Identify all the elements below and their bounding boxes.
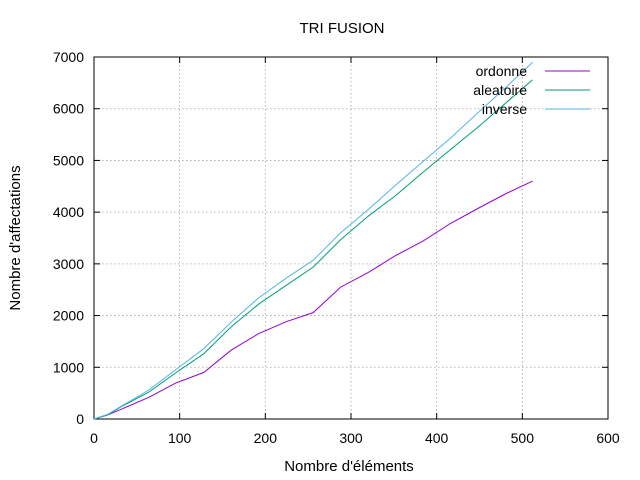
y-axis-label: Nombre d'affectations: [7, 165, 24, 310]
legend-label-ordonne: ordonne: [476, 63, 528, 79]
series-line-aleatoire: [93, 79, 533, 420]
y-tick-label: 0: [76, 411, 84, 427]
y-tick-label: 1000: [53, 359, 84, 375]
legend-label-aleatoire: aleatoire: [473, 82, 527, 98]
x-tick-label: 400: [425, 430, 449, 446]
series-line-inverse: [93, 61, 533, 420]
series-lines: [93, 61, 533, 420]
x-tick-label: 0: [90, 430, 98, 446]
chart-title: TRI FUSION: [300, 20, 385, 37]
axis-ticks: 0 100 200 300 400 500 600010002000300040005000…: [53, 49, 620, 446]
x-axis-label: Nombre d'éléments: [284, 458, 414, 475]
y-tick-label: 2000: [53, 308, 84, 324]
y-tick-label: 7000: [53, 49, 84, 65]
y-tick-label: 3000: [53, 256, 84, 272]
y-tick-label: 5000: [53, 152, 84, 168]
x-tick-label: 100: [168, 430, 192, 446]
y-tick-label: 6000: [53, 101, 84, 117]
x-tick-label: 200: [254, 430, 278, 446]
series-line-ordonne: [93, 180, 533, 420]
x-tick-label: 600: [596, 430, 620, 446]
legend: ordonne aleatoire inverse: [473, 63, 590, 117]
x-tick-label: 300: [339, 430, 363, 446]
legend-label-inverse: inverse: [482, 101, 527, 117]
grid-lines: [94, 57, 608, 419]
y-tick-label: 4000: [53, 204, 84, 220]
x-tick-label: 500: [511, 430, 535, 446]
